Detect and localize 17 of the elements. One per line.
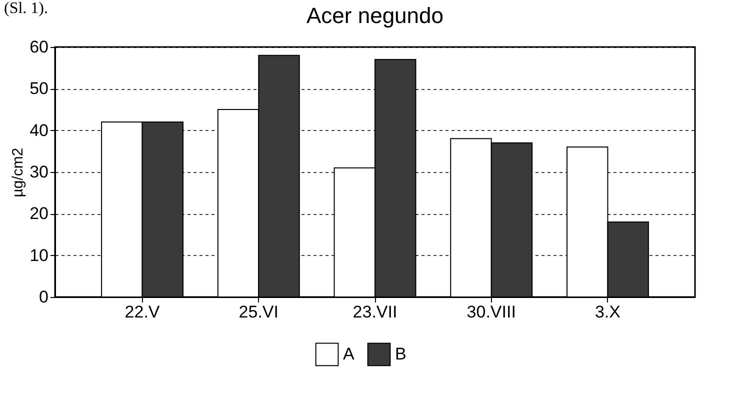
chart-title: Acer negundo: [306, 3, 444, 28]
legend-label: A: [343, 344, 355, 364]
y-tick-label: 30: [30, 162, 48, 182]
text: (Sl. 1).: [4, 0, 48, 18]
x-tick-label: 3.X: [594, 302, 620, 322]
x-tick-label: 30.VIII: [466, 302, 516, 322]
x-tick-label: 23.VII: [352, 302, 398, 322]
y-tick-label: 10: [30, 246, 48, 265]
y-tick-label: 60: [30, 38, 48, 56]
x-tick-label: 25.VI: [238, 302, 278, 322]
y-tick-label: 20: [30, 204, 48, 224]
y-tick-label: 50: [30, 79, 48, 98]
legend-label: B: [395, 344, 406, 364]
y-tick-label: 0: [39, 288, 48, 306]
y-tick-label: 40: [30, 120, 48, 140]
y-axis-title: µg/cm2: [10, 148, 27, 198]
x-tick-label: 22.V: [124, 302, 160, 322]
